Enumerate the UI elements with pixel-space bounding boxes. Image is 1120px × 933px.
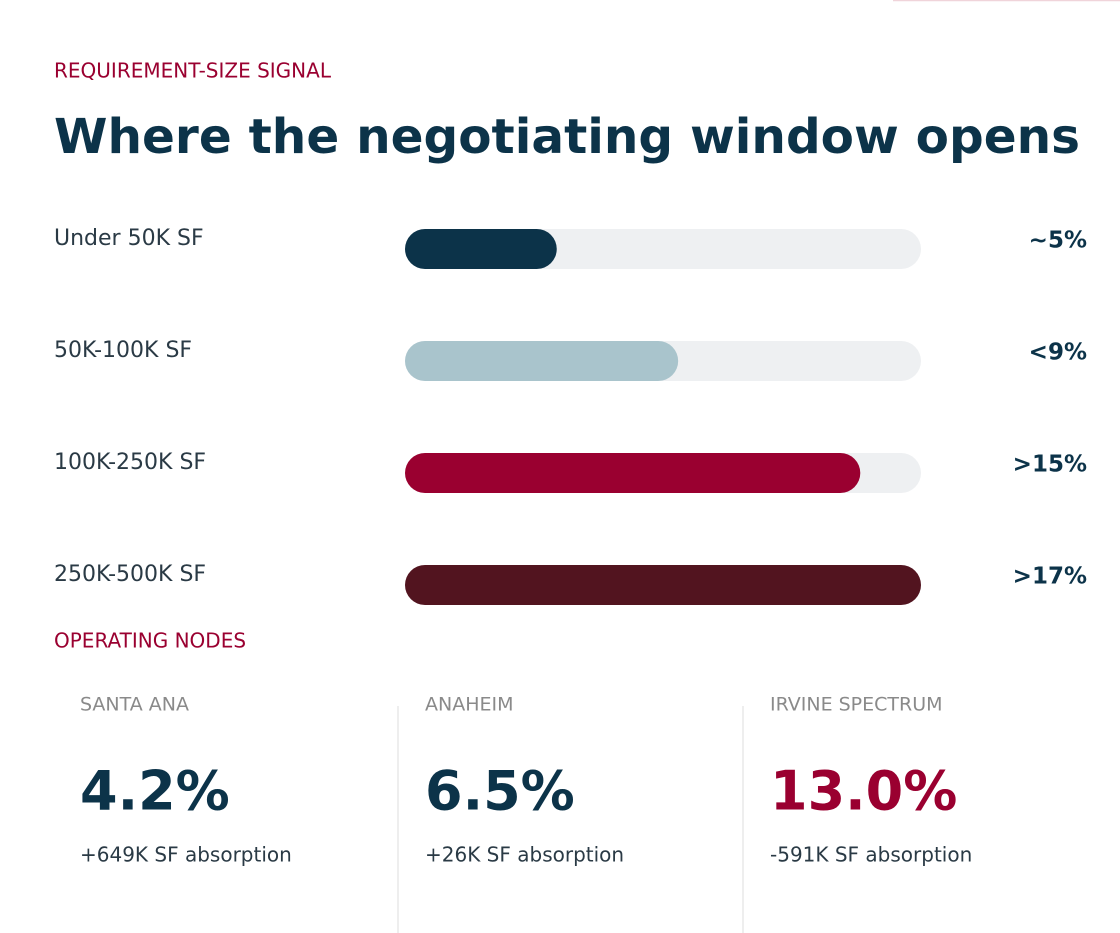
node-name: SANTA ANA	[80, 694, 189, 716]
category-label: 50K-100K SF	[54, 338, 192, 363]
chart-title: Where the negotiating window opens	[54, 109, 1080, 165]
bar	[405, 453, 861, 493]
node-name: ANAHEIM	[425, 694, 514, 716]
node-name: IRVINE SPECTRUM	[770, 694, 943, 716]
value-label: ~5%	[1029, 228, 1087, 254]
node-value: 13.0%	[770, 760, 957, 823]
value-label: >17%	[1013, 564, 1087, 590]
section-heading: OPERATING NODES	[54, 629, 246, 653]
node-note: +26K SF absorption	[425, 843, 624, 867]
bar	[405, 341, 679, 381]
node-note: -591K SF absorption	[770, 843, 972, 867]
eyebrow: REQUIREMENT-SIZE SIGNAL	[54, 59, 332, 83]
category-label: Under 50K SF	[54, 226, 204, 251]
node-value: 4.2%	[80, 760, 230, 823]
bar	[405, 229, 557, 269]
node-value: 6.5%	[425, 760, 575, 823]
bar	[405, 565, 921, 605]
category-label: 250K-500K SF	[54, 562, 206, 587]
node-note: +649K SF absorption	[80, 843, 292, 867]
value-label: <9%	[1029, 340, 1087, 366]
value-label: >15%	[1013, 452, 1087, 478]
category-label: 100K-250K SF	[54, 450, 206, 475]
